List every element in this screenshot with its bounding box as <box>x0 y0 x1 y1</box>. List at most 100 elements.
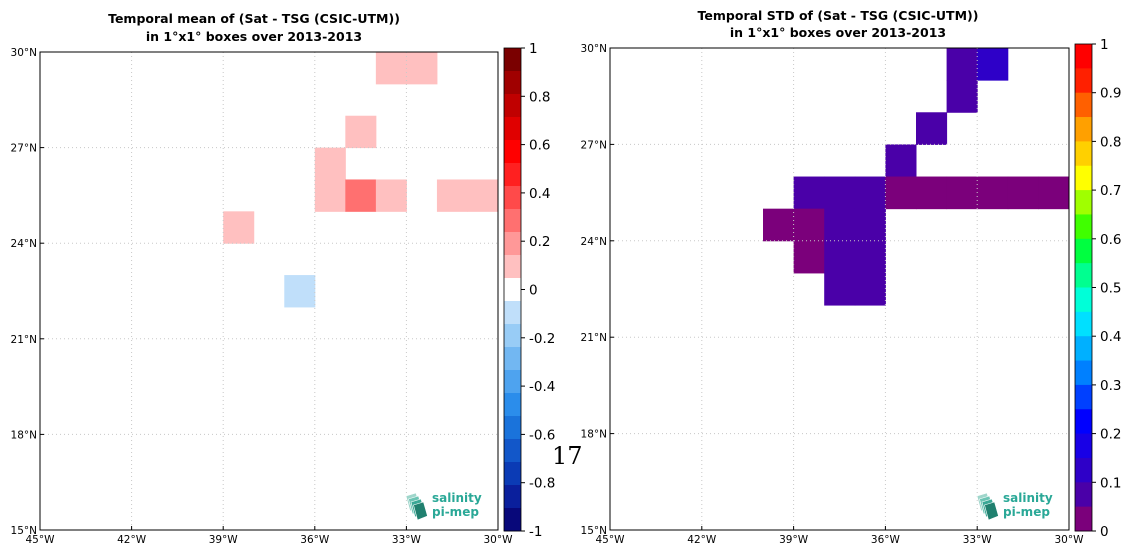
colorbar-tick-label: 0.2 <box>1100 427 1121 443</box>
heatmap-cell <box>854 272 886 306</box>
colorbar-segment <box>504 140 521 164</box>
y-tick-label: 24°N <box>11 238 37 250</box>
heatmap-cell <box>375 52 407 85</box>
colorbar-tick-label: 0.7 <box>1100 183 1121 199</box>
colorbar-segment <box>504 485 521 509</box>
heatmap-cell <box>854 208 886 242</box>
heatmap-cell <box>467 179 499 212</box>
colorbar-tick-label: 0.3 <box>1100 378 1121 394</box>
colorbar-segment <box>1075 238 1092 264</box>
colorbar-segment <box>1075 190 1092 215</box>
logo-text-line2: pi-mep <box>432 505 479 519</box>
x-tick-label: 45°W <box>26 534 56 545</box>
colorbar-segment <box>1075 433 1092 459</box>
colorbar-segment <box>1075 360 1092 386</box>
colorbar-segment <box>1075 141 1092 167</box>
colorbar-segment <box>504 347 521 371</box>
colorbar-segment <box>1075 336 1092 361</box>
heatmap-cell <box>793 208 825 242</box>
colorbar-tick-label: 0.8 <box>529 89 550 105</box>
x-tick-label: 42°W <box>687 534 717 545</box>
logo-text-line2: pi-mep <box>1003 505 1050 519</box>
colorbar-segment <box>1075 311 1092 337</box>
heatmap-cell <box>375 179 407 212</box>
y-tick-label: 27°N <box>11 143 37 155</box>
colorbar-segment <box>1075 44 1092 69</box>
x-tick-label: 36°W <box>300 534 330 545</box>
colorbar-segment <box>504 370 521 394</box>
colorbar-tick-label: -0.8 <box>529 476 555 492</box>
x-tick-label: 30°W <box>484 534 514 545</box>
heatmap-cell <box>223 211 255 244</box>
colorbar-segment <box>504 416 521 440</box>
colorbar-segment <box>1075 117 1092 142</box>
x-tick-label: 33°W <box>392 534 422 545</box>
colorbar-segment <box>504 508 521 532</box>
std-map-panel: Temporal STD of (Sat - TSG (CSIC-UTM)) in… <box>581 8 1122 545</box>
colorbar-tick-label: 0.5 <box>1100 281 1121 297</box>
y-tick-label: 24°N <box>581 236 607 248</box>
heatmap-cell <box>824 208 856 242</box>
heatmap-cell <box>406 52 438 85</box>
heatmap-cell <box>436 179 468 212</box>
colorbar-tick-label: 1 <box>529 41 538 57</box>
y-tick-label: 30°N <box>581 43 607 55</box>
colorbar-tick-label: 0.6 <box>1100 232 1121 248</box>
y-tick-label: 21°N <box>11 334 37 346</box>
colorbar-tick-label: -1 <box>529 524 542 540</box>
plot-frame <box>39 51 499 531</box>
colorbar-segment <box>504 186 521 210</box>
x-tick-label: 45°W <box>596 534 626 545</box>
colorbar-tick-label: 0.8 <box>1100 134 1121 150</box>
colorbar-tick-label: -0.4 <box>529 379 555 395</box>
y-tick-label: 18°N <box>581 429 607 441</box>
heatmap-cell <box>824 176 856 210</box>
heatmap-cell <box>885 144 917 178</box>
x-tick-label: 42°W <box>117 534 147 545</box>
colorbar-segment <box>504 255 521 279</box>
x-tick-label: 39°W <box>779 534 809 545</box>
colorbar-segment <box>504 117 521 141</box>
heatmap-cell <box>1038 176 1070 210</box>
heatmap-cell <box>977 176 1009 210</box>
heatmap-cell <box>824 240 856 274</box>
heatmap-cell <box>314 147 346 180</box>
colorbar-tick-label: 0.4 <box>529 186 550 202</box>
y-tick-label: 21°N <box>581 332 607 344</box>
plot-frame <box>609 47 1070 531</box>
heatmap-cell <box>284 275 316 308</box>
heatmap-cell <box>345 115 377 149</box>
colorbar-tick-label: 1 <box>1100 37 1109 53</box>
colorbar-segment <box>504 278 521 302</box>
chart-subtitle: in 1°x1° boxes over 2013-2013 <box>730 25 946 40</box>
heatmap-cell <box>885 176 917 210</box>
y-tick-label: 15°N <box>581 525 607 537</box>
heatmap-cell <box>916 176 948 210</box>
colorbar-segment <box>1075 214 1092 240</box>
colorbar-segment <box>1075 263 1092 288</box>
colorbar-segment <box>504 462 521 486</box>
colorbar-segment <box>504 232 521 256</box>
heatmap-cell <box>946 176 978 210</box>
chart-subtitle: in 1°x1° boxes over 2013-2013 <box>146 29 362 44</box>
colorbar-segment <box>1075 506 1092 532</box>
x-tick-label: 33°W <box>963 534 993 545</box>
y-tick-label: 27°N <box>581 139 607 151</box>
heatmap-cell <box>793 240 825 274</box>
colorbar-tick-label: -0.2 <box>529 331 555 347</box>
colorbar-tick-label: 0.6 <box>529 138 550 154</box>
heatmap-cell <box>854 240 886 274</box>
x-tick-label: 36°W <box>871 534 901 545</box>
colorbar-segment <box>1075 384 1092 410</box>
colorbar-tick-label: 0.1 <box>1100 475 1121 491</box>
colorbar-segment <box>1075 482 1092 508</box>
y-tick-label: 15°N <box>11 525 37 537</box>
heatmap-cell <box>1007 176 1039 210</box>
heatmap-cell <box>793 176 825 210</box>
heatmap-cell <box>946 80 978 113</box>
heatmap-cell <box>977 48 1009 81</box>
heatmap-cell <box>763 208 795 242</box>
